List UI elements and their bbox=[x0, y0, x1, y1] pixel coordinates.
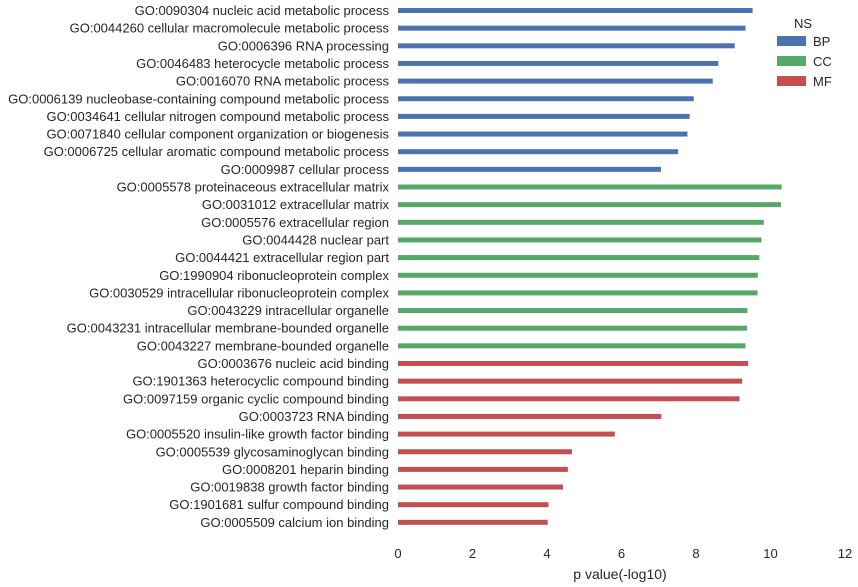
bar-mf bbox=[398, 413, 662, 419]
category-label: GO:0006139 nucleobase-containing compoun… bbox=[8, 91, 389, 106]
category-label: GO:0003676 nucleic acid binding bbox=[197, 356, 389, 371]
bar-cc bbox=[398, 325, 748, 331]
category-label: GO:0009987 cellular process bbox=[221, 162, 390, 177]
legend-swatch-cc bbox=[777, 56, 806, 66]
category-label: GO:0097159 organic cyclic compound bindi… bbox=[123, 391, 389, 406]
category-label: GO:0005509 calcium ion binding bbox=[200, 515, 389, 530]
category-label: GO:0005576 extracellular region bbox=[201, 215, 389, 230]
x-tick-labels: 0 2 4 6 8 10 12 bbox=[394, 546, 852, 561]
category-label: GO:1901681 sulfur compound binding bbox=[169, 497, 389, 512]
x-tick-label: 0 bbox=[394, 546, 401, 561]
bar-cc bbox=[398, 219, 764, 225]
bar-mf bbox=[398, 519, 548, 525]
category-label: GO:0071840 cellular component organizati… bbox=[46, 127, 389, 142]
x-tick-label: 2 bbox=[469, 546, 476, 561]
legend-swatch-bp bbox=[777, 36, 806, 46]
category-label: GO:1901363 heterocyclic compound binding bbox=[132, 374, 389, 389]
bar-cc bbox=[398, 343, 746, 349]
bar-bp bbox=[398, 149, 679, 155]
legend-swatch-mf bbox=[777, 76, 806, 86]
category-label: GO:0043229 intracellular organelle bbox=[187, 303, 389, 318]
category-label: GO:0044421 extracellular region part bbox=[175, 250, 389, 265]
bar-bp bbox=[398, 113, 690, 119]
x-axis-label: p value(-log10) bbox=[573, 566, 666, 582]
legend: NS BP CC MF bbox=[777, 16, 832, 89]
bars-group bbox=[398, 8, 782, 525]
category-label: GO:0005539 glycosaminoglycan binding bbox=[156, 444, 389, 459]
bar-cc bbox=[398, 202, 781, 208]
bar-bp bbox=[398, 78, 713, 84]
legend-label-mf: MF bbox=[813, 74, 832, 89]
category-labels: GO:0090304 nucleic acid metabolic proces… bbox=[8, 3, 389, 530]
bar-mf bbox=[398, 378, 743, 384]
category-label: GO:0046483 heterocycle metabolic process bbox=[136, 56, 389, 71]
x-tick-label: 6 bbox=[618, 546, 625, 561]
bar-bp bbox=[398, 96, 694, 102]
bar-cc bbox=[398, 184, 782, 190]
category-label: GO:0008201 heparin binding bbox=[222, 462, 389, 477]
bar-cc bbox=[398, 272, 758, 278]
bar-mf bbox=[398, 466, 568, 472]
bar-mf bbox=[398, 502, 549, 508]
bar-cc bbox=[398, 290, 758, 296]
category-label: GO:0005578 proteinaceous extracellular m… bbox=[117, 180, 390, 195]
bar-bp bbox=[398, 131, 688, 137]
x-tick-label: 12 bbox=[838, 546, 852, 561]
x-tick-label: 10 bbox=[763, 546, 777, 561]
category-label: GO:0019838 growth factor binding bbox=[190, 480, 389, 495]
bar-bp bbox=[398, 43, 735, 49]
bar-cc bbox=[398, 308, 748, 314]
bar-mf bbox=[398, 484, 564, 490]
category-label: GO:0090304 nucleic acid metabolic proces… bbox=[135, 3, 390, 18]
bar-bp bbox=[398, 25, 746, 31]
category-label: GO:0006396 RNA processing bbox=[218, 38, 389, 53]
legend-title: NS bbox=[794, 16, 812, 31]
bar-mf bbox=[398, 431, 615, 437]
bar-cc bbox=[398, 255, 760, 261]
category-label: GO:1990904 ribonucleoprotein complex bbox=[159, 268, 389, 283]
category-label: GO:0016070 RNA metabolic process bbox=[176, 74, 390, 89]
category-label: GO:0034641 cellular nitrogen compound me… bbox=[46, 109, 389, 124]
category-label: GO:0044260 cellular macromolecule metabo… bbox=[70, 21, 390, 36]
bar-mf bbox=[398, 449, 572, 455]
legend-label-cc: CC bbox=[813, 54, 832, 69]
bar-mf bbox=[398, 396, 740, 402]
category-label: GO:0030529 intracellular ribonucleoprote… bbox=[89, 285, 389, 300]
category-label: GO:0043231 intracellular membrane-bounde… bbox=[67, 321, 389, 336]
category-label: GO:0005520 insulin-like growth factor bi… bbox=[126, 427, 389, 442]
bar-bp bbox=[398, 166, 661, 172]
bar-cc bbox=[398, 237, 762, 243]
bar-bp bbox=[398, 8, 753, 13]
category-label: GO:0031012 extracellular matrix bbox=[202, 197, 390, 212]
category-label: GO:0043227 membrane-bounded organelle bbox=[137, 338, 389, 353]
x-tick-label: 8 bbox=[692, 546, 699, 561]
x-tick-label: 4 bbox=[543, 546, 550, 561]
category-label: GO:0006725 cellular aromatic compound me… bbox=[44, 144, 390, 159]
bar-mf bbox=[398, 361, 749, 366]
category-label: GO:0003723 RNA binding bbox=[239, 409, 389, 424]
legend-label-bp: BP bbox=[813, 34, 830, 49]
bar-bp bbox=[398, 60, 719, 66]
category-label: GO:0044428 nuclear part bbox=[242, 232, 389, 247]
